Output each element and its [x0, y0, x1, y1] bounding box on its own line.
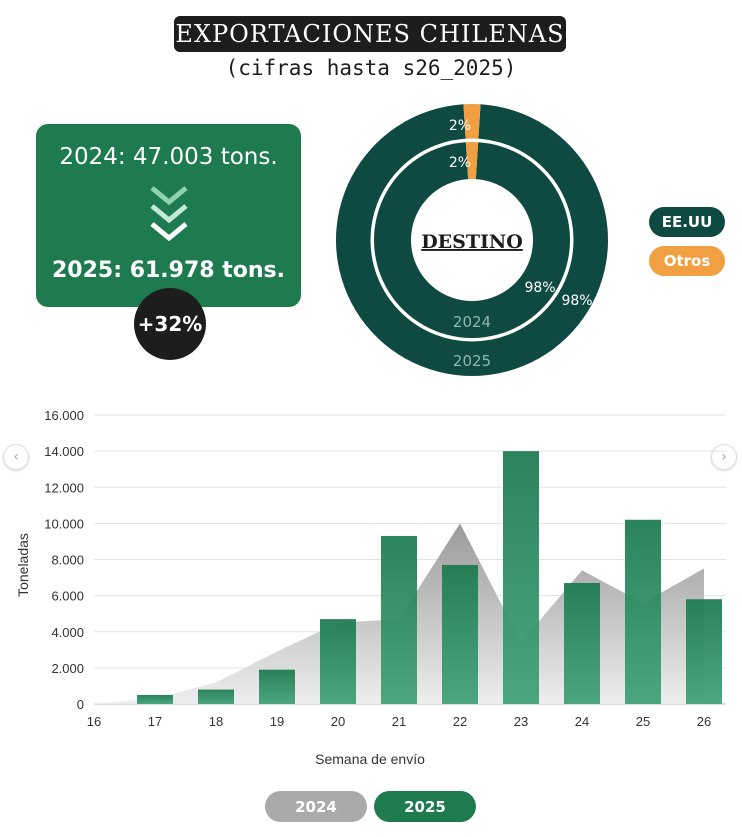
x-tick-label: 20: [331, 714, 345, 729]
x-tick-label: 16: [87, 714, 101, 729]
x-tick-label: 18: [209, 714, 223, 729]
y-tick-label: 8.000: [51, 553, 84, 568]
y-tick-label: 12.000: [44, 480, 84, 495]
bar-2025: [259, 669, 295, 704]
legend-otros: Otros: [649, 246, 725, 276]
change-badge: +32%: [134, 288, 206, 360]
outer-otros-slice: [463, 104, 481, 141]
next-arrow-icon[interactable]: ›: [711, 444, 737, 470]
bar-2025: [137, 694, 173, 704]
y-tick-label: 14.000: [44, 444, 84, 459]
prev-arrow-icon[interactable]: ‹: [3, 444, 29, 470]
bar-2025: [686, 599, 722, 704]
x-tick-label: 17: [148, 714, 162, 729]
outer-year-label: 2025: [453, 352, 491, 370]
bar-2025: [503, 451, 539, 704]
bar-2025: [198, 689, 234, 704]
summary-2024: 2024: 47.003 tons.: [59, 144, 278, 170]
y-tick-label: 0: [77, 697, 84, 712]
y-tick-label: 2.000: [51, 661, 84, 676]
bar-2025: [381, 536, 417, 704]
outer-otros-label: 2%: [449, 118, 471, 134]
bar-2025: [564, 582, 600, 704]
x-tick-label: 22: [453, 714, 467, 729]
page-subtitle: (cifras hasta s26_2025): [225, 56, 517, 80]
x-tick-label: 21: [392, 714, 406, 729]
legend-eeuu: EE.UU: [649, 207, 725, 237]
page-title: EXPORTACIONES CHILENAS: [174, 16, 566, 52]
bar-2025: [442, 564, 478, 704]
toggle-2024-button[interactable]: 2024: [265, 791, 367, 822]
x-tick-label: 25: [636, 714, 650, 729]
y-tick-label: 6.000: [51, 589, 84, 604]
y-tick-label: 16.000: [44, 408, 84, 423]
x-tick-label: 19: [270, 714, 284, 729]
toggle-2025-button[interactable]: 2025: [374, 791, 476, 822]
donut-center-label: DESTINO: [421, 231, 523, 253]
y-tick-label: 10.000: [44, 516, 84, 531]
outer-eeuu-label: 98%: [561, 293, 592, 309]
chevron-down-icon: [150, 186, 188, 242]
x-axis-label: Semana de envío: [315, 751, 425, 767]
inner-eeuu-label: 98%: [524, 280, 555, 296]
inner-otros-slice: [465, 142, 479, 180]
area-2024: [94, 523, 704, 704]
inner-eeuu-slice: [373, 142, 570, 338]
y-tick-label: 4.000: [51, 625, 84, 640]
y-axis-label: Toneladas: [15, 533, 31, 597]
destination-donut: DESTINO 2% 2% 98% 98% 2024 2025: [336, 104, 608, 376]
ring-divider: [370, 138, 574, 342]
inner-year-label: 2024: [453, 313, 491, 331]
summary-2025: 2025: 61.978 tons.: [52, 258, 285, 283]
bar-2025: [625, 519, 661, 704]
inner-otros-label: 2%: [449, 155, 471, 171]
x-tick-label: 24: [575, 714, 589, 729]
bar-2025: [320, 619, 356, 704]
donut-hole: [412, 180, 532, 300]
summary-box: 2024: 47.003 tons. 2025: 61.978 tons.: [36, 124, 301, 307]
x-tick-label: 23: [514, 714, 528, 729]
weekly-chart: 0 2.000 4.000 6.000 8.000 10.000 12.000 14.000 1…: [15, 408, 726, 767]
x-tick-label: 26: [697, 714, 711, 729]
